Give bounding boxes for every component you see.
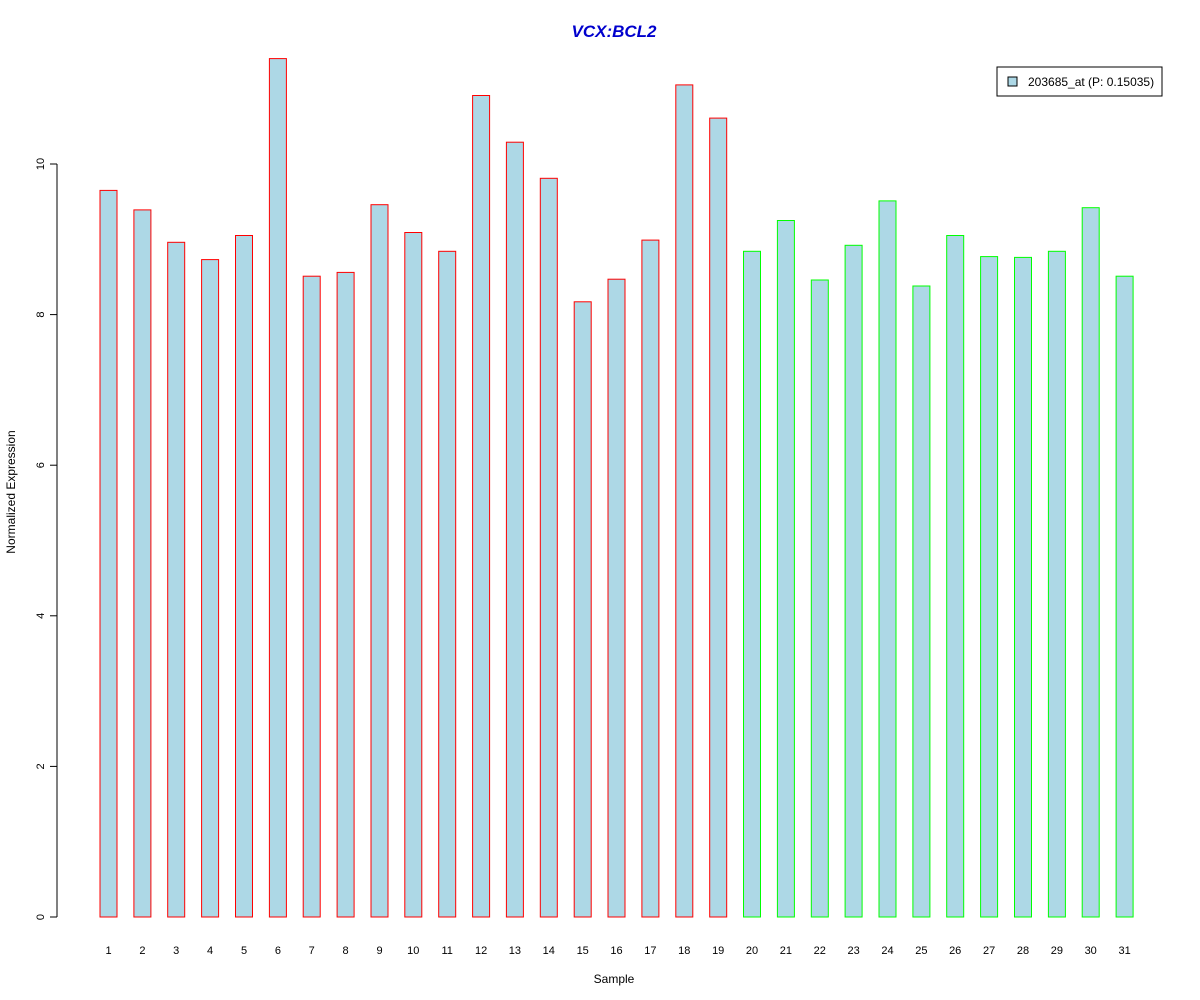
bar-sample-11 bbox=[438, 250, 457, 918]
x-tick-label: 28 bbox=[1017, 945, 1029, 957]
x-tick-label: 18 bbox=[678, 945, 690, 957]
bar-sample-27 bbox=[980, 256, 999, 918]
x-tick-label: 11 bbox=[441, 945, 452, 957]
bar-sample-23 bbox=[844, 244, 863, 918]
bar-sample-21 bbox=[776, 220, 795, 918]
bar-sample-12 bbox=[472, 95, 491, 918]
x-tick-label: 14 bbox=[543, 945, 555, 957]
x-tick-label: 6 bbox=[275, 945, 281, 957]
x-tick-labels: 1 2 3 4 5 6 7 8 9 10 11 12 13 14 15 16 17 18 19 20 21 22 23 24 2… bbox=[105, 945, 1130, 957]
x-tick-label: 15 bbox=[577, 945, 589, 957]
bar-sample-2 bbox=[133, 209, 152, 918]
bar-sample-10 bbox=[404, 232, 423, 918]
bar-sample-31 bbox=[1115, 275, 1134, 918]
x-tick-label: 30 bbox=[1085, 945, 1097, 957]
x-tick-label: 12 bbox=[475, 945, 487, 957]
bar-sample-28 bbox=[1014, 256, 1032, 918]
chart-title: VCX:BCL2 bbox=[571, 22, 657, 41]
bar-sample-4 bbox=[201, 259, 220, 918]
bar-sample-6 bbox=[268, 58, 287, 918]
bar-sample-22 bbox=[810, 279, 829, 918]
y-tick-label: 2 bbox=[35, 763, 47, 769]
x-tick-label: 17 bbox=[644, 945, 656, 957]
legend-box bbox=[996, 66, 1163, 97]
x-tick-label: 22 bbox=[814, 945, 826, 957]
x-tick-label: 5 bbox=[241, 945, 247, 957]
x-tick-label: 13 bbox=[509, 945, 521, 957]
bar-sample-5 bbox=[235, 235, 253, 918]
x-tick-label: 25 bbox=[915, 945, 927, 957]
x-axis-label: Sample bbox=[594, 972, 635, 986]
bar-sample-13 bbox=[505, 141, 524, 918]
y-tick-label: 0 bbox=[35, 914, 47, 920]
legend-swatch bbox=[1007, 76, 1018, 87]
bar-sample-26 bbox=[946, 235, 965, 918]
x-tick-label: 27 bbox=[983, 945, 995, 957]
bar-sample-30 bbox=[1081, 207, 1100, 918]
x-tick-label: 1 bbox=[105, 945, 111, 957]
x-tick-label: 26 bbox=[949, 945, 961, 957]
bar-sample-24 bbox=[878, 200, 897, 918]
x-tick-label: 19 bbox=[712, 945, 724, 957]
y-tick-label: 4 bbox=[35, 613, 47, 619]
y-tick-label: 6 bbox=[35, 462, 47, 468]
x-tick-label: 16 bbox=[610, 945, 622, 957]
bars-group bbox=[99, 58, 1134, 918]
x-tick-label: 8 bbox=[343, 945, 349, 957]
x-tick-label: 29 bbox=[1051, 945, 1063, 957]
x-tick-label: 4 bbox=[207, 945, 213, 957]
x-tick-label: 3 bbox=[173, 945, 179, 957]
x-tick-label: 23 bbox=[847, 945, 859, 957]
bar-sample-25 bbox=[912, 285, 931, 918]
x-tick-label: 20 bbox=[746, 945, 758, 957]
bar-sample-1 bbox=[99, 189, 118, 918]
bar-sample-17 bbox=[641, 239, 660, 918]
bar-sample-20 bbox=[743, 250, 761, 918]
bar-sample-29 bbox=[1047, 250, 1066, 918]
bar-sample-15 bbox=[573, 301, 592, 918]
y-tick-label: 10 bbox=[35, 158, 47, 170]
bar-sample-7 bbox=[302, 275, 321, 918]
y-axis-label: Normalized Expression bbox=[4, 430, 18, 553]
x-tick-label: 31 bbox=[1118, 945, 1130, 957]
bar-sample-8 bbox=[336, 271, 355, 918]
bar-sample-14 bbox=[539, 177, 558, 918]
legend: 203685_at (P: 0.15035) bbox=[996, 66, 1163, 97]
bar-sample-9 bbox=[370, 204, 389, 918]
bar-sample-3 bbox=[167, 241, 186, 918]
bar-sample-19 bbox=[709, 117, 728, 918]
y-axis: 0 2 4 6 8 10 bbox=[35, 158, 58, 920]
y-tick-label: 8 bbox=[35, 312, 47, 318]
bar-sample-18 bbox=[675, 84, 694, 918]
legend-label: 203685_at (P: 0.15035) bbox=[1028, 75, 1154, 89]
x-tick-label: 24 bbox=[881, 945, 893, 957]
x-tick-label: 10 bbox=[407, 945, 419, 957]
bar-sample-16 bbox=[607, 278, 626, 918]
x-tick-label: 2 bbox=[139, 945, 145, 957]
x-tick-label: 9 bbox=[376, 945, 382, 957]
x-tick-label: 7 bbox=[309, 945, 315, 957]
x-tick-label: 21 bbox=[780, 945, 792, 957]
